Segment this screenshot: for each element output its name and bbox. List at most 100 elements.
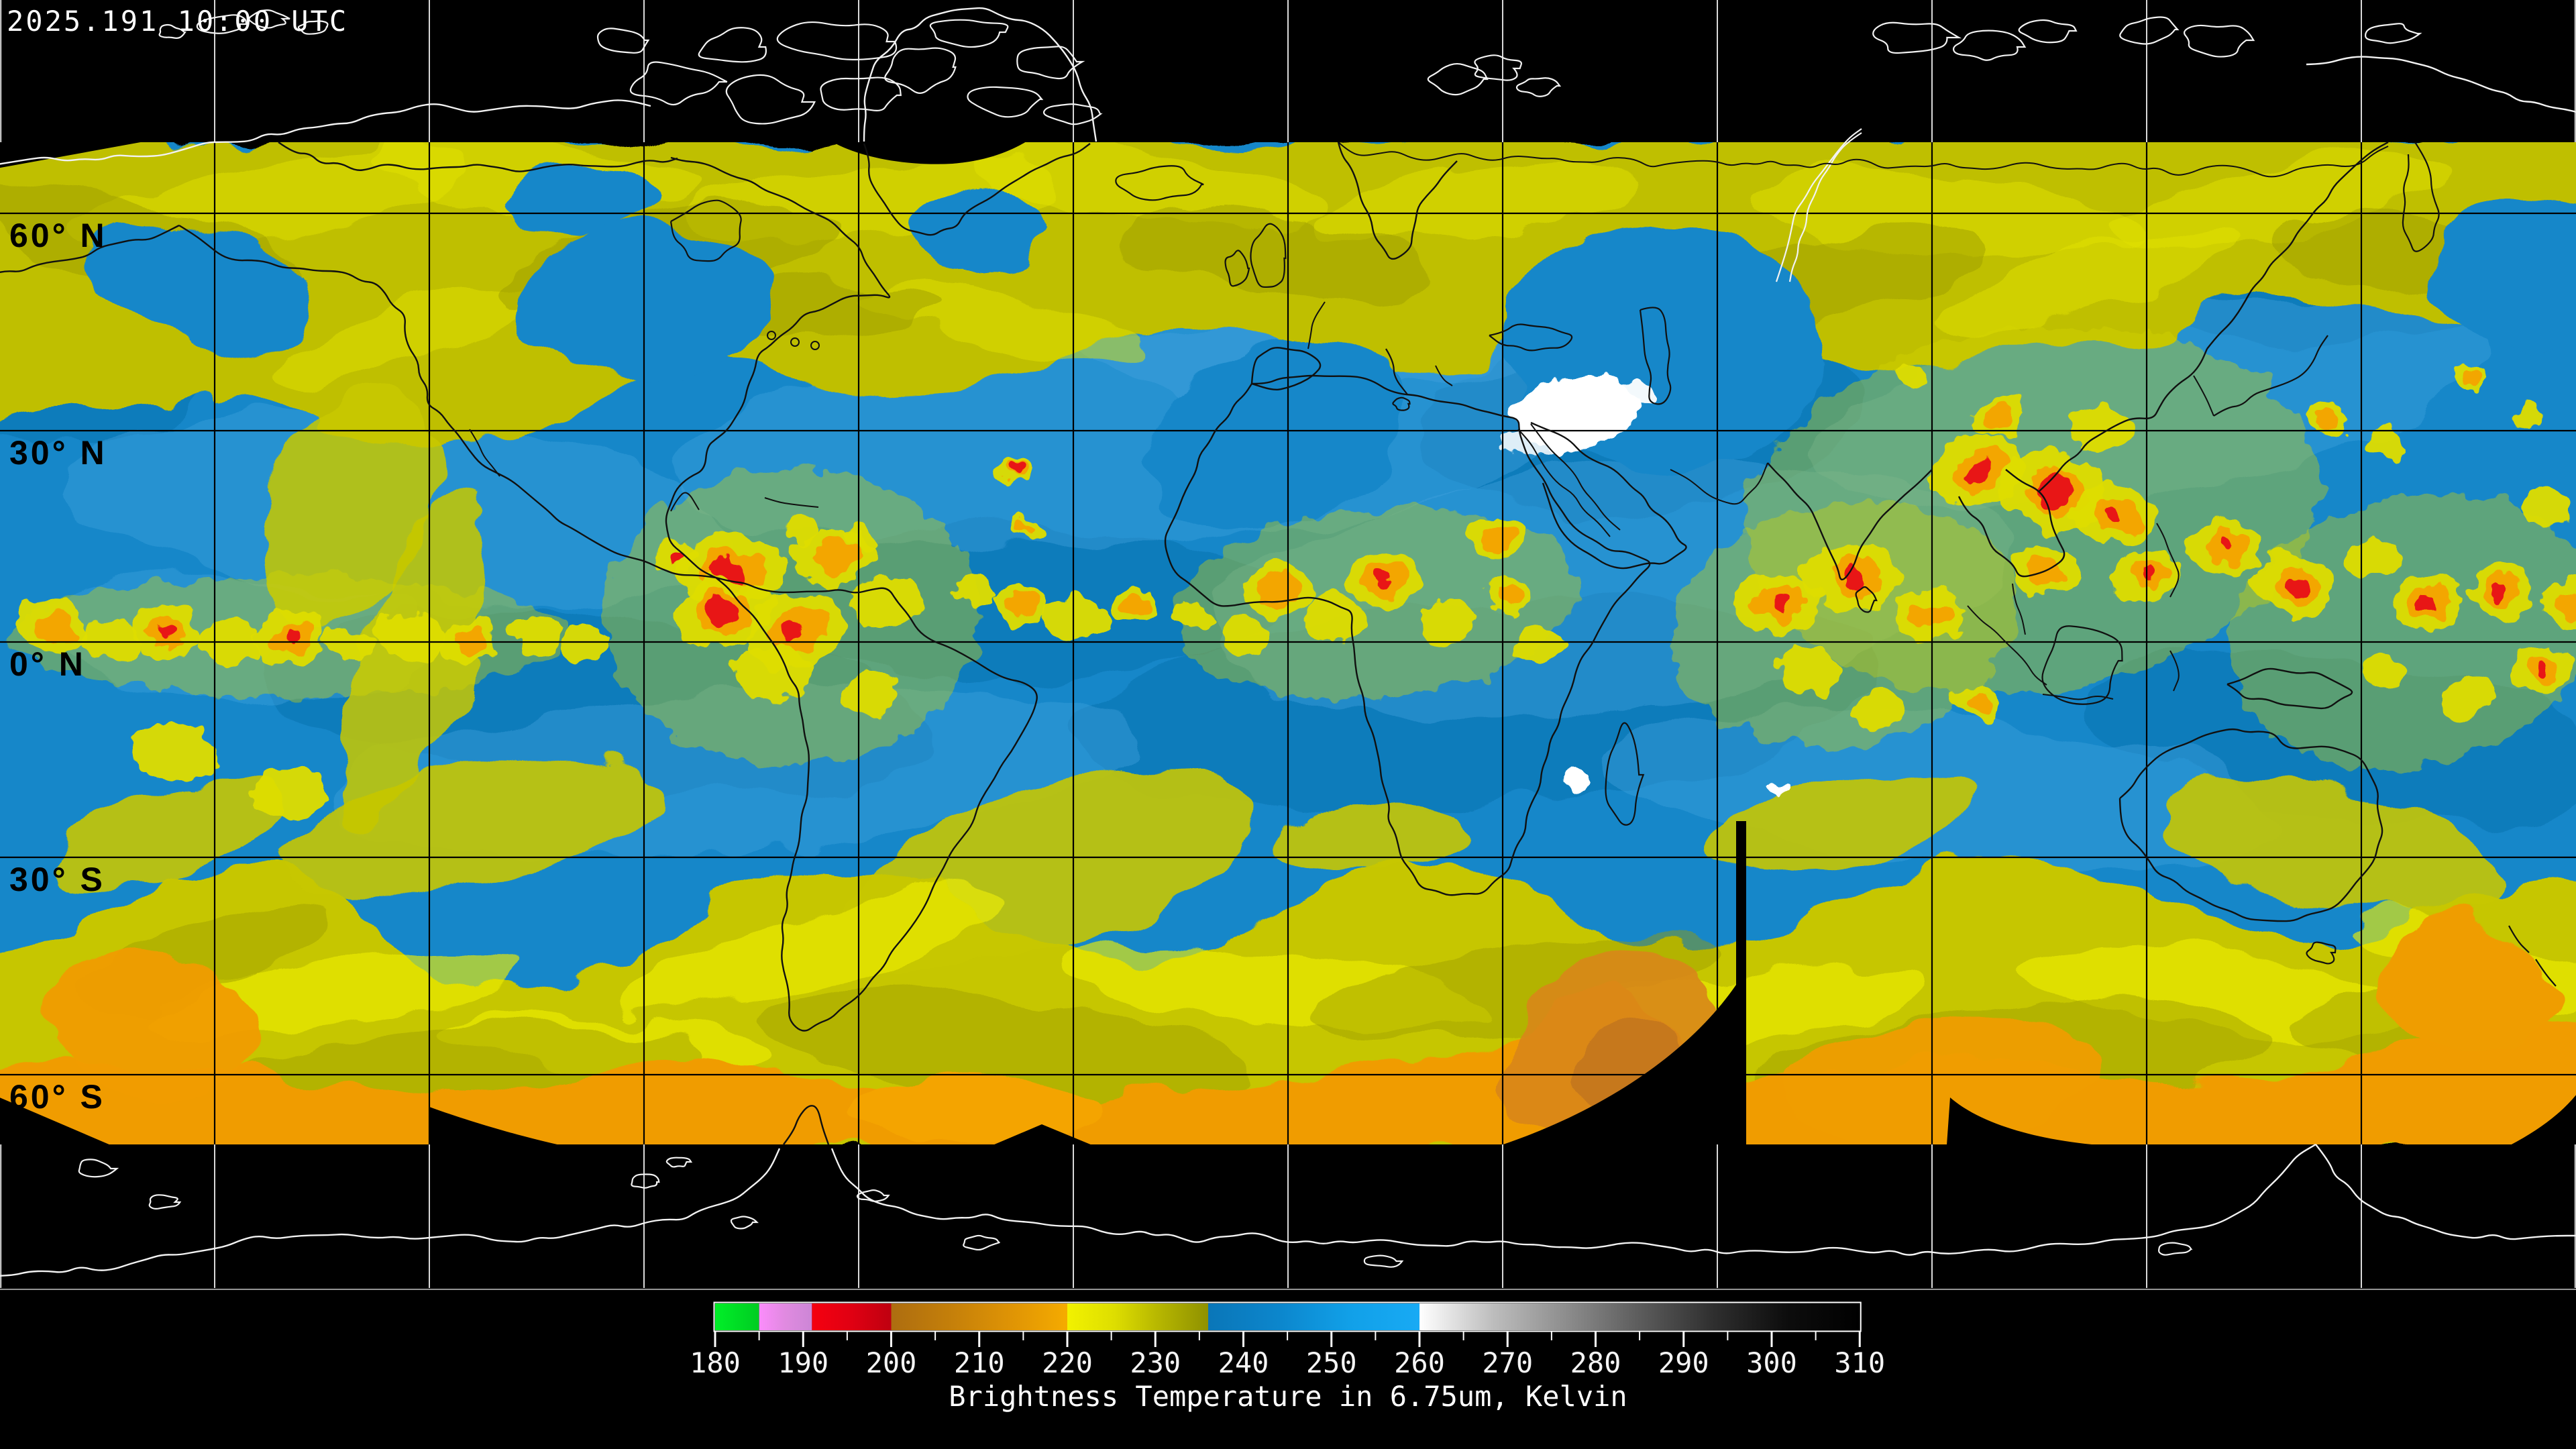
no-data-notch xyxy=(1947,1097,2098,1145)
island-outline xyxy=(1872,21,1962,54)
coastline xyxy=(2042,694,2114,700)
lat-label-60n: 60° N xyxy=(9,217,107,254)
colorbar-tick-label: 280 xyxy=(1570,1346,1621,1379)
island-outline xyxy=(2018,19,2078,44)
colorbar-tick-label: 290 xyxy=(1658,1346,1709,1379)
colorbar-segment-grayscale xyxy=(1419,1303,1860,1330)
coastline xyxy=(1967,605,2047,686)
coastline xyxy=(1767,462,1933,581)
lat-label-30n: 30° N xyxy=(9,434,107,472)
coastline xyxy=(1250,347,1322,390)
coastline xyxy=(715,576,1038,1032)
coastline xyxy=(2508,925,2530,953)
colorbar-legend: Brightness Temperature in 6.75um, Kelvin… xyxy=(690,1301,1885,1413)
convection-clusters xyxy=(7,326,2576,822)
colorbar-tick-label: 180 xyxy=(690,1346,741,1379)
coastline xyxy=(764,497,819,508)
colorbar-tick-label: 300 xyxy=(1746,1346,1797,1379)
coastline xyxy=(2402,142,2440,252)
coastline xyxy=(0,224,180,274)
timestamp-label: 2025.191 10:00 UTC xyxy=(7,5,348,38)
coastline xyxy=(1337,142,1458,260)
dry-descent-white-blob xyxy=(1615,382,1653,403)
dry-descent-white-blob xyxy=(1769,781,1789,794)
island-outline xyxy=(776,21,898,61)
coastline xyxy=(1957,469,2065,578)
coastline xyxy=(669,199,742,262)
lat-label-0n: 0° N xyxy=(9,645,86,683)
coastline xyxy=(2315,1144,2576,1240)
island-outline xyxy=(2157,1242,2193,1256)
colorbar-tick-label: 270 xyxy=(1482,1346,1533,1379)
coastline xyxy=(2156,523,2180,598)
coastline xyxy=(2206,141,2389,350)
island-outline xyxy=(929,19,1009,48)
island-outline xyxy=(2306,941,2337,965)
coastline xyxy=(0,99,651,165)
coastline xyxy=(1385,348,1408,395)
island-outline xyxy=(1474,54,1522,81)
island-outline xyxy=(2119,16,2180,45)
island-outline xyxy=(884,47,957,94)
grid-over-data xyxy=(0,142,2576,1144)
coastline xyxy=(1435,365,1453,386)
coastline xyxy=(2213,335,2328,417)
colorbar-segment-blue xyxy=(1208,1303,1419,1330)
colorbar-tick-label: 200 xyxy=(866,1346,917,1379)
island-outline xyxy=(148,1194,182,1210)
coastline xyxy=(783,1105,830,1145)
island-outline xyxy=(1250,223,1287,288)
island-outline xyxy=(196,14,248,34)
no-data-notch xyxy=(993,1124,1092,1145)
island-outline xyxy=(963,1234,1000,1251)
coastline xyxy=(1788,132,1862,282)
island-outline xyxy=(631,1173,660,1189)
lat-label-60s: 60° S xyxy=(9,1078,105,1116)
island-outline xyxy=(297,20,329,35)
coastline xyxy=(670,492,700,512)
coastlines-over-space xyxy=(0,7,2576,1277)
island-outline xyxy=(1855,586,1878,613)
island-outline xyxy=(158,23,186,39)
island-outline xyxy=(596,28,650,54)
island-outline xyxy=(1016,46,1085,80)
coastline xyxy=(1530,421,1687,570)
island-outline xyxy=(629,61,728,106)
coastline xyxy=(1670,462,1768,505)
coastline xyxy=(1517,429,1611,537)
coastline xyxy=(2226,667,2353,710)
colorbar-segment-green xyxy=(715,1303,759,1330)
island-outline xyxy=(1515,77,1562,97)
no-data-notch xyxy=(832,142,1026,164)
dry-descent-white-blob xyxy=(1564,773,1589,790)
no-data-notch xyxy=(0,1097,111,1145)
no-data-notch xyxy=(2510,1095,2576,1145)
island-outline xyxy=(2041,625,2123,705)
island-outline xyxy=(1952,30,2027,61)
colorbar-tick-label: 220 xyxy=(1042,1346,1093,1379)
colorbar-segment-yellow xyxy=(1067,1303,1208,1330)
coastline xyxy=(830,1143,2316,1256)
coastline xyxy=(278,142,678,172)
colorbar-tick-label: 210 xyxy=(954,1346,1005,1379)
colorbar-segment-orange xyxy=(891,1303,1067,1330)
island-outline xyxy=(2365,23,2422,44)
coastline xyxy=(1530,423,1621,531)
island-outline xyxy=(1392,396,1411,411)
colorbar-tick-label: 250 xyxy=(1306,1346,1357,1379)
island-outline xyxy=(725,74,816,125)
coastline xyxy=(1489,323,1573,352)
latitude-labels: 60° N 30° N 0° N 30° S 60° S xyxy=(9,217,107,1116)
coastline xyxy=(1307,301,1326,350)
no-data-notch xyxy=(0,142,144,168)
coastline xyxy=(1164,374,1651,896)
coastline xyxy=(2039,348,2208,492)
coastline xyxy=(863,143,1091,236)
coastline xyxy=(178,224,716,579)
island-outline xyxy=(1042,103,1103,125)
island-outline xyxy=(820,76,902,111)
island-outline xyxy=(856,1189,890,1202)
colorbar-tick-label: 230 xyxy=(1130,1346,1181,1379)
no-data-notch xyxy=(1501,821,1746,1145)
